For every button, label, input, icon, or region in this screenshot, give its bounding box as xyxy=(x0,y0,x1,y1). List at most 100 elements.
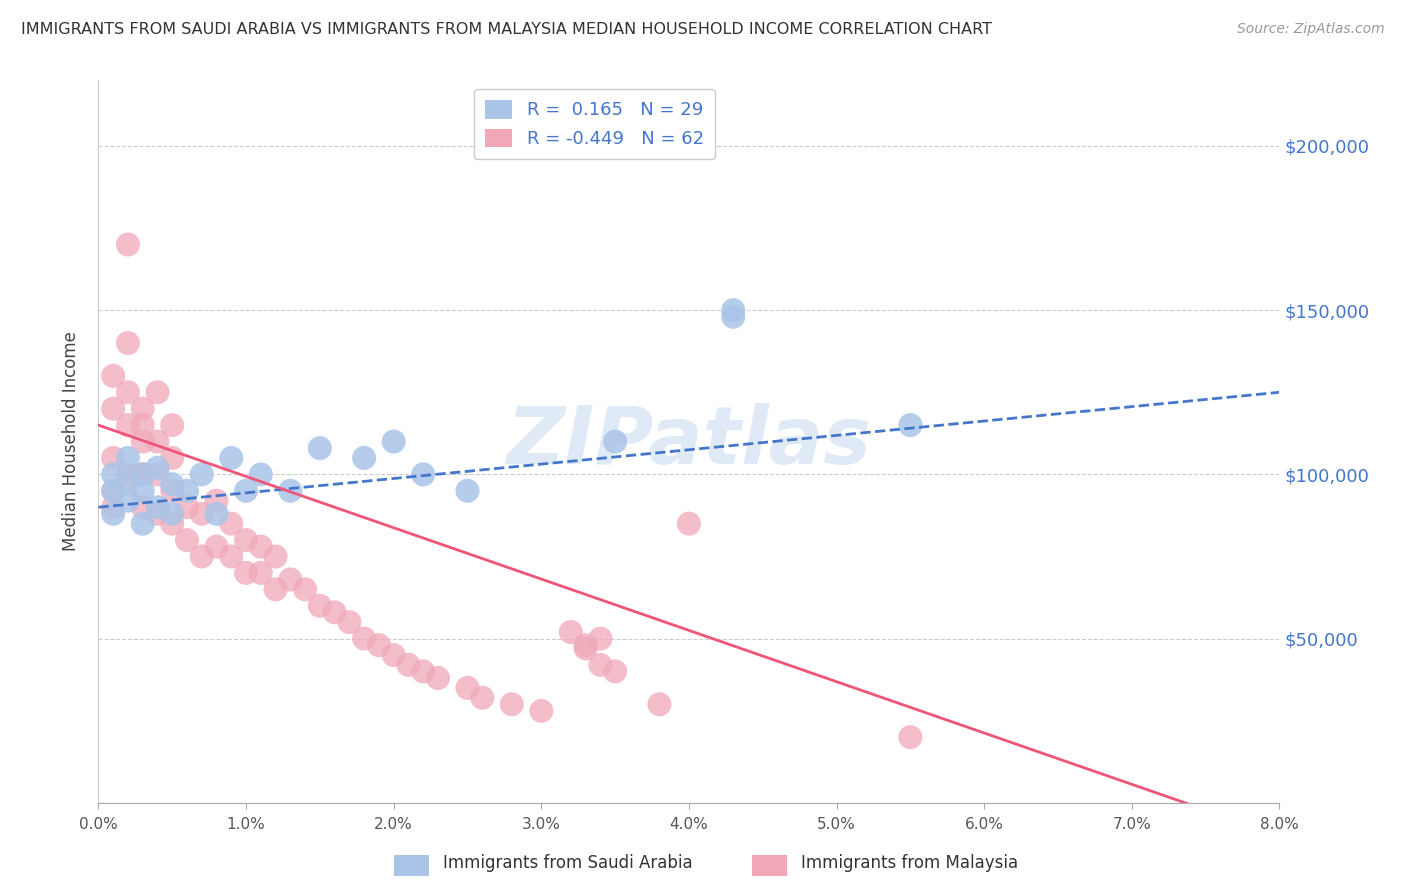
Point xyxy=(117,493,139,508)
Point xyxy=(398,657,420,672)
Point xyxy=(176,500,198,515)
Point xyxy=(589,657,612,672)
Text: IMMIGRANTS FROM SAUDI ARABIA VS IMMIGRANTS FROM MALAYSIA MEDIAN HOUSEHOLD INCOME: IMMIGRANTS FROM SAUDI ARABIA VS IMMIGRAN… xyxy=(21,22,993,37)
Point xyxy=(648,698,671,712)
Point xyxy=(117,385,139,400)
Legend: R =  0.165   N = 29, R = -0.449   N = 62: R = 0.165 N = 29, R = -0.449 N = 62 xyxy=(474,89,714,159)
Point xyxy=(280,483,302,498)
Point xyxy=(250,467,273,482)
Point xyxy=(323,605,346,619)
Point xyxy=(235,533,257,547)
Point xyxy=(605,665,627,679)
Point xyxy=(235,483,257,498)
Point xyxy=(221,516,243,531)
Point xyxy=(530,704,553,718)
Point xyxy=(294,582,316,597)
Point xyxy=(280,573,302,587)
Point xyxy=(103,467,125,482)
Point xyxy=(471,690,494,705)
Point xyxy=(221,450,243,465)
Text: ZIPatlas: ZIPatlas xyxy=(506,402,872,481)
Point xyxy=(146,434,169,449)
Point xyxy=(117,418,139,433)
Point xyxy=(412,467,434,482)
Point xyxy=(678,516,700,531)
Point xyxy=(309,441,332,455)
Point xyxy=(162,507,183,521)
Point xyxy=(382,434,405,449)
FancyBboxPatch shape xyxy=(752,855,787,876)
Point xyxy=(457,483,479,498)
Point xyxy=(132,500,155,515)
Point xyxy=(132,467,155,482)
Point xyxy=(176,533,198,547)
Point xyxy=(264,549,287,564)
Point xyxy=(103,483,125,498)
Point xyxy=(560,625,582,640)
Point xyxy=(191,549,214,564)
Point xyxy=(309,599,332,613)
Point xyxy=(146,460,169,475)
Point xyxy=(191,467,214,482)
Point xyxy=(250,566,273,580)
Point xyxy=(103,500,125,515)
Point xyxy=(117,474,139,488)
Point xyxy=(412,665,434,679)
Point xyxy=(103,483,125,498)
Point xyxy=(146,385,169,400)
Point xyxy=(132,434,155,449)
Text: Source: ZipAtlas.com: Source: ZipAtlas.com xyxy=(1237,22,1385,37)
Point xyxy=(103,368,125,383)
Point xyxy=(162,418,183,433)
Point xyxy=(900,730,922,744)
Point xyxy=(117,237,139,252)
Point xyxy=(605,434,627,449)
Point xyxy=(368,638,391,652)
Point xyxy=(132,467,155,482)
Point xyxy=(205,493,228,508)
Point xyxy=(103,401,125,416)
Point xyxy=(132,418,155,433)
Point xyxy=(132,401,155,416)
Point xyxy=(264,582,287,597)
FancyBboxPatch shape xyxy=(394,855,429,876)
Point xyxy=(191,507,214,521)
Point xyxy=(427,671,450,685)
Point xyxy=(353,450,375,465)
Point xyxy=(117,450,139,465)
Point xyxy=(162,516,183,531)
Point xyxy=(132,467,155,482)
Point xyxy=(176,483,198,498)
Point xyxy=(132,483,155,498)
Text: Immigrants from Saudi Arabia: Immigrants from Saudi Arabia xyxy=(443,854,693,871)
Point xyxy=(103,450,125,465)
Point xyxy=(146,467,169,482)
Point xyxy=(117,467,139,482)
Point xyxy=(250,540,273,554)
Point xyxy=(146,507,169,521)
Point xyxy=(723,303,745,318)
Point xyxy=(221,549,243,564)
Point xyxy=(501,698,523,712)
Point xyxy=(132,516,155,531)
Point xyxy=(162,477,183,491)
Point xyxy=(457,681,479,695)
Point xyxy=(205,507,228,521)
Point xyxy=(235,566,257,580)
Point xyxy=(900,418,922,433)
Point xyxy=(117,336,139,351)
Point xyxy=(723,310,745,324)
Point xyxy=(575,641,598,656)
Point xyxy=(382,648,405,662)
Point xyxy=(205,540,228,554)
Point xyxy=(339,615,361,630)
Point xyxy=(589,632,612,646)
Point xyxy=(575,638,598,652)
Text: Immigrants from Malaysia: Immigrants from Malaysia xyxy=(801,854,1018,871)
Point xyxy=(162,483,183,498)
Point xyxy=(353,632,375,646)
Point xyxy=(103,507,125,521)
Point xyxy=(146,500,169,515)
Y-axis label: Median Household Income: Median Household Income xyxy=(62,332,80,551)
Point xyxy=(162,450,183,465)
